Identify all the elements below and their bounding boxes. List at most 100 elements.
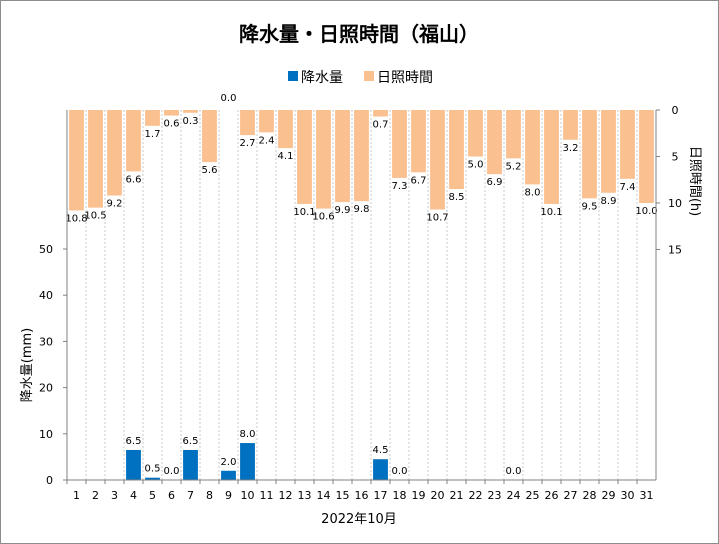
x-tick-label: 27 (564, 489, 578, 502)
sunshine-bar (335, 110, 350, 203)
y-left-tick-label: 50 (39, 243, 53, 256)
precipitation-bar (373, 459, 388, 480)
sunshine-value-label: 6.9 (487, 177, 503, 188)
sunshine-value-label: 9.5 (582, 201, 598, 212)
sunshine-bar (259, 110, 274, 133)
sunshine-value-label: 0.3 (183, 116, 199, 127)
x-tick-label: 17 (374, 489, 388, 502)
y-right-tick-label: 5 (672, 151, 679, 164)
precipitation-value-label: 6.5 (126, 436, 142, 447)
x-tick-label: 9 (225, 489, 232, 502)
sunshine-value-label: 6.7 (411, 175, 427, 186)
sunshine-bar (639, 110, 654, 203)
y-left-tick-label: 40 (39, 289, 53, 302)
x-tick-label: 3 (111, 489, 118, 502)
y-left-tick-label: 30 (39, 335, 53, 348)
sunshine-value-label: 2.7 (240, 138, 256, 149)
sunshine-bar (164, 110, 179, 116)
sunshine-bar (468, 110, 483, 157)
sunshine-value-label: 9.8 (354, 204, 370, 215)
precipitation-value-label: 2.0 (221, 457, 237, 468)
sunshine-value-label: 1.7 (145, 129, 161, 140)
x-tick-label: 14 (317, 489, 331, 502)
sunshine-value-label: 10.1 (540, 207, 562, 218)
x-tick-label: 22 (469, 489, 483, 502)
sunshine-bar (240, 110, 255, 136)
sunshine-bar (506, 110, 521, 159)
x-tick-label: 16 (355, 489, 369, 502)
sunshine-bar (601, 110, 616, 193)
x-tick-label: 30 (621, 489, 635, 502)
sunshine-bar (487, 110, 502, 175)
sunshine-bar (107, 110, 122, 196)
sunshine-value-label: 0.0 (221, 93, 237, 104)
precipitation-value-label: 6.5 (183, 436, 199, 447)
sunshine-value-label: 9.2 (107, 199, 123, 210)
x-tick-label: 23 (488, 489, 502, 502)
sunshine-bar (88, 110, 103, 208)
sunshine-value-label: 5.0 (468, 160, 484, 171)
sunshine-value-label: 3.2 (563, 143, 579, 154)
x-tick-label: 12 (279, 489, 293, 502)
sunshine-value-label: 2.4 (259, 135, 275, 146)
legend-rain-label: 降水量 (301, 70, 343, 86)
y-right-tick-label: 10 (668, 197, 682, 210)
legend-sun-swatch (364, 71, 374, 81)
sunshine-value-label: 9.9 (335, 205, 351, 216)
sunshine-bar (316, 110, 331, 209)
precipitation-bar (240, 443, 255, 480)
sunshine-value-label: 10.5 (84, 211, 106, 222)
sunshine-value-label: 6.6 (126, 174, 142, 185)
x-tick-label: 21 (450, 489, 464, 502)
sunshine-bar (278, 110, 293, 149)
sunshine-bar (620, 110, 635, 179)
precipitation-bar (126, 449, 141, 480)
precipitation-value-label: 0.0 (506, 466, 522, 477)
x-tick-label: 24 (507, 489, 521, 502)
sunshine-bar (430, 110, 445, 210)
sunshine-bar (297, 110, 312, 204)
y-left-tick-label: 20 (39, 382, 53, 395)
x-tick-label: 29 (602, 489, 616, 502)
x-tick-label: 7 (187, 489, 194, 502)
x-tick-label: 18 (393, 489, 407, 502)
sunshine-value-label: 10.8 (65, 213, 87, 224)
sunshine-bar (544, 110, 559, 204)
x-tick-label: 6 (168, 489, 175, 502)
y-left-tick-label: 0 (46, 474, 53, 487)
sunshine-value-label: 8.5 (449, 192, 465, 203)
y-right-tick-label: 0 (672, 104, 679, 117)
sunshine-bar (525, 110, 540, 185)
sunshine-bar (563, 110, 578, 140)
legend-sun-label: 日照時間 (377, 70, 433, 86)
precipitation-bar (145, 477, 160, 480)
x-axis-title: 2022年10月 (321, 512, 397, 527)
precipitation-value-label: 0.0 (164, 466, 180, 477)
sunshine-value-label: 7.4 (620, 182, 636, 193)
precipitation-value-label: 8.0 (240, 429, 256, 440)
x-tick-label: 25 (526, 489, 540, 502)
x-tick-label: 5 (149, 489, 156, 502)
sunshine-value-label: 0.7 (373, 120, 389, 131)
sunshine-bar (582, 110, 597, 199)
sunshine-value-label: 8.9 (601, 196, 617, 207)
chart-title: 降水量・日照時間（福山） (239, 22, 479, 46)
x-tick-label: 8 (206, 489, 213, 502)
x-tick-label: 31 (640, 489, 654, 502)
sunshine-value-label: 10.0 (635, 206, 657, 217)
precipitation-value-label: 0.0 (392, 466, 408, 477)
x-tick-label: 4 (130, 489, 137, 502)
x-tick-label: 26 (545, 489, 559, 502)
sunshine-bar (69, 110, 84, 211)
sunshine-value-label: 5.2 (506, 161, 522, 172)
y-axis-right-title: 日照時間(h) (687, 146, 702, 216)
x-tick-label: 19 (412, 489, 426, 502)
x-tick-label: 2 (92, 489, 99, 502)
legend-rain-swatch (288, 71, 298, 81)
x-tick-label: 11 (260, 489, 274, 502)
precipitation-value-label: 4.5 (373, 445, 389, 456)
sunshine-bar (411, 110, 426, 173)
x-tick-label: 10 (241, 489, 255, 502)
